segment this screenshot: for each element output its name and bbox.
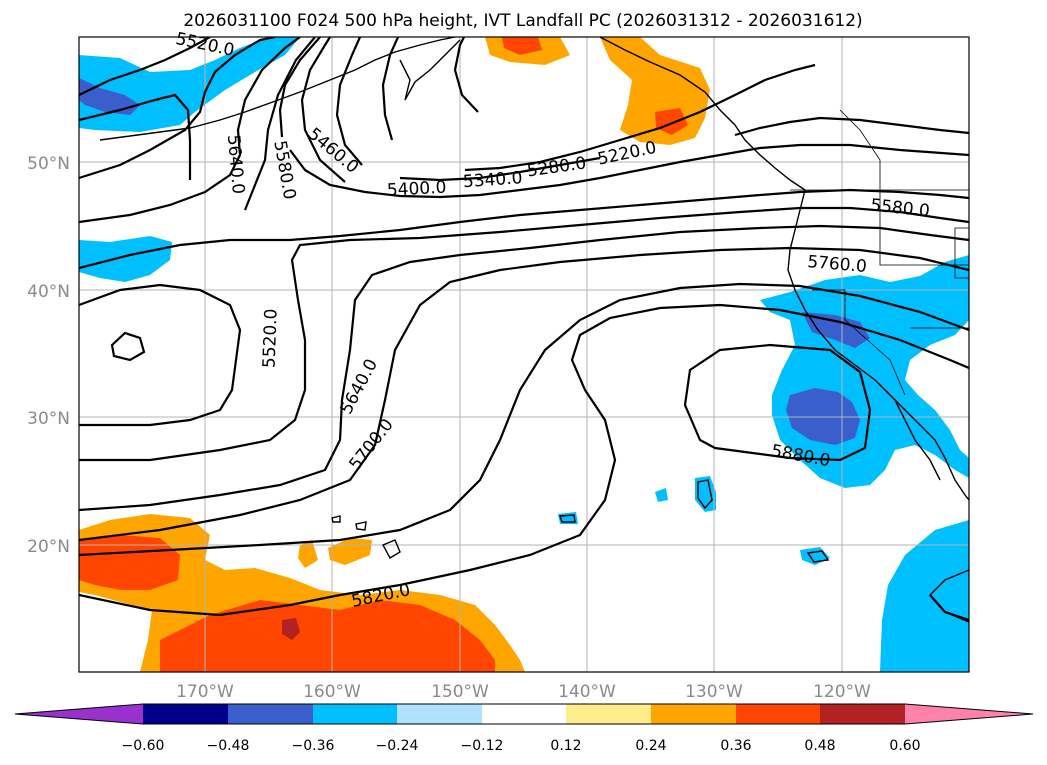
colorbar-tick-label: −0.60	[122, 738, 165, 754]
colorbar: −0.60 −0.48 −0.36 −0.24 −0.12 0.12 0.24 …	[14, 703, 1034, 754]
height-contour	[79, 37, 276, 180]
ivt-positive-core-south	[79, 535, 180, 590]
height-contour	[381, 37, 400, 141]
longitude-label: 170°W	[176, 682, 234, 702]
height-contour	[79, 246, 969, 542]
colorbar-segment	[566, 704, 651, 724]
ivt-negative-patch	[655, 488, 668, 502]
colorbar-tick-label: 0.36	[720, 738, 751, 754]
coastlines	[99, 37, 969, 623]
gridlines	[79, 37, 969, 672]
longitude-label: 120°W	[813, 682, 871, 702]
ivt-positive-core-south	[160, 600, 495, 672]
us-west-coastline	[787, 189, 969, 501]
height-contour	[289, 143, 969, 199]
height-contours	[79, 37, 969, 622]
colorbar-segment	[15, 704, 143, 724]
state-border	[812, 289, 906, 396]
hawaii-island	[382, 539, 401, 559]
contour-label: 5400.0	[386, 178, 446, 201]
longitude-label: 140°W	[558, 682, 616, 702]
height-contour	[79, 282, 969, 557]
hawaii-island	[355, 521, 367, 531]
colorbar-outline	[14, 703, 1034, 725]
island	[559, 514, 576, 523]
height-contour	[399, 156, 601, 182]
ivt-positive-core-north	[502, 37, 542, 55]
colorbar-tick-label: −0.36	[292, 738, 335, 754]
colorbar-segment	[736, 704, 820, 724]
ivt-negative-region-west	[79, 236, 172, 282]
state-border	[839, 109, 969, 266]
colorbar-tick-label: 0.60	[889, 738, 920, 754]
state-border	[954, 227, 969, 279]
height-contour	[79, 224, 969, 512]
colorbar-segment	[905, 704, 1033, 724]
longitude-labels: 170°W 160°W 150°W 140°W 130°W 120°W	[176, 682, 871, 702]
alaska-coastline	[99, 37, 456, 141]
colorbar-segment	[397, 704, 482, 724]
colorbar-tick-label: 0.24	[635, 738, 666, 754]
height-contour	[300, 37, 346, 183]
ivt-positive-strong-south	[282, 618, 300, 640]
latitude-label: 40°N	[27, 282, 70, 302]
height-contour	[110, 331, 146, 362]
height-contour	[335, 37, 363, 166]
contour-label: 5340.0	[462, 168, 523, 192]
colorbar-tick-label: 0.48	[804, 738, 835, 754]
height-contour	[464, 63, 816, 172]
colorbar-tick-label: 0.12	[550, 738, 581, 754]
height-contour	[243, 37, 316, 211]
latitude-label: 50°N	[27, 154, 70, 174]
colorbar-tick-label: −0.24	[376, 738, 419, 754]
height-contour	[79, 37, 301, 224]
ivt-positive-core-north	[655, 108, 688, 135]
height-contour	[734, 116, 969, 137]
height-contour	[278, 37, 321, 138]
ivt-negative-patch	[695, 476, 716, 512]
height-contour	[929, 594, 969, 622]
height-contour	[79, 303, 969, 617]
colorbar-tick-label: −0.12	[461, 738, 504, 754]
colorbar-segment	[651, 704, 736, 724]
colorbar-segment	[820, 704, 905, 724]
height-contour	[79, 188, 969, 270]
latitude-label: 30°N	[27, 409, 70, 429]
longitude-label: 130°W	[685, 682, 743, 702]
alaska-coastline	[399, 39, 461, 101]
contour-label: 5520.0	[260, 308, 282, 368]
longitude-label: 160°W	[303, 682, 361, 702]
ivt-negative-region-se	[880, 520, 969, 672]
colorbar-segment	[143, 704, 228, 724]
colorbar-segment	[228, 704, 313, 724]
ivt-positive-patch	[298, 540, 318, 568]
longitude-label: 150°W	[431, 682, 489, 702]
map-frame	[78, 36, 970, 673]
map-panel: 5520.0 5640.0 5580.0 5460.0 5400.0 5340.…	[78, 29, 970, 673]
height-contour	[79, 206, 969, 462]
hawaii-island	[331, 515, 341, 523]
height-contour	[79, 283, 242, 427]
colorbar-tick-label: −0.48	[207, 738, 250, 754]
height-contour	[79, 93, 192, 180]
height-contour	[453, 37, 479, 113]
island	[806, 550, 830, 563]
baja-coastline	[879, 384, 941, 481]
latitude-labels: 50°N 40°N 30°N 20°N	[27, 154, 70, 557]
height-contour	[683, 343, 872, 462]
colorbar-segment	[482, 704, 566, 724]
island	[697, 479, 713, 510]
figure-title: 2026031100 F024 500 hPa height, IVT Land…	[183, 11, 862, 31]
canada-coastline	[599, 37, 806, 191]
colorbar-segment	[313, 704, 397, 724]
ivt-negative-core-coast	[802, 312, 870, 348]
height-contour	[79, 37, 211, 96]
latitude-label: 20°N	[27, 537, 70, 557]
